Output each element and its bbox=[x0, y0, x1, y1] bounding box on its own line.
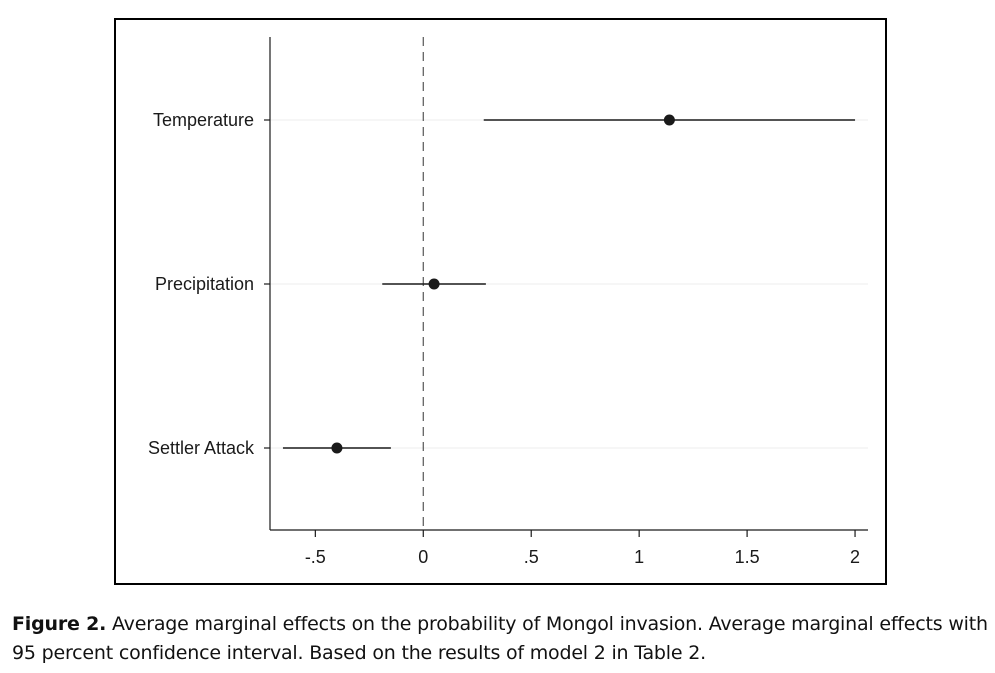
x-tick-label: 1 bbox=[634, 547, 644, 567]
caption-label: Figure 2. bbox=[12, 613, 107, 635]
coefficient-plot: Temperature Precipitation Settler Attack -.… bbox=[148, 37, 868, 567]
x-tick-label: -.5 bbox=[305, 547, 326, 567]
x-tick-label: 0 bbox=[418, 547, 428, 567]
y-tick-label: Settler Attack bbox=[148, 438, 255, 458]
x-tick-label: .5 bbox=[524, 547, 539, 567]
point-estimate bbox=[331, 442, 343, 454]
y-tick-label: Temperature bbox=[153, 110, 254, 130]
figure-caption: Figure 2. Average marginal effects on th… bbox=[12, 610, 992, 668]
x-tick-label: 2 bbox=[850, 547, 860, 567]
caption-text: Average marginal effects on the probabil… bbox=[12, 613, 988, 664]
x-tick-label: 1.5 bbox=[735, 547, 760, 567]
point-estimate bbox=[428, 278, 440, 290]
point-estimate bbox=[663, 114, 675, 126]
figure-frame bbox=[114, 18, 887, 585]
y-tick-label: Precipitation bbox=[155, 274, 254, 294]
